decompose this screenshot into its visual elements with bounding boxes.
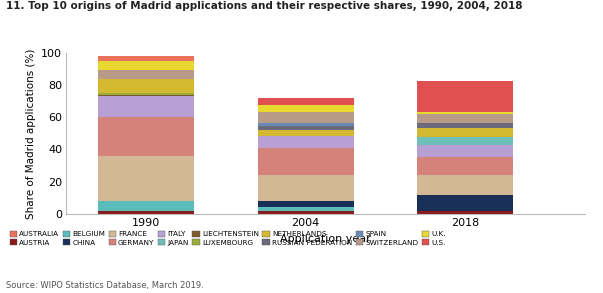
Bar	[258, 211, 353, 214]
Bar	[258, 175, 353, 201]
Bar	[417, 81, 513, 112]
Bar	[417, 128, 513, 137]
Bar	[258, 201, 353, 207]
Bar	[417, 112, 513, 114]
Bar	[98, 156, 194, 201]
Bar	[417, 114, 513, 123]
Bar	[98, 79, 194, 93]
Text: Source: WIPO Statistics Database, March 2019.: Source: WIPO Statistics Database, March …	[6, 281, 204, 290]
Bar	[98, 211, 194, 214]
Bar	[98, 96, 194, 117]
Bar	[98, 95, 194, 96]
Bar	[258, 123, 353, 126]
Bar	[98, 61, 194, 70]
Text: 11. Top 10 origins of Madrid applications and their respective shares, 1990, 200: 11. Top 10 origins of Madrid application…	[6, 1, 523, 11]
Bar	[417, 137, 513, 145]
Bar	[258, 207, 353, 211]
Bar	[258, 130, 353, 136]
Bar	[258, 105, 353, 112]
Bar	[258, 112, 353, 123]
Bar	[258, 148, 353, 175]
Bar	[417, 212, 513, 214]
Bar	[258, 136, 353, 148]
Bar	[258, 98, 353, 105]
Bar	[417, 123, 513, 128]
Bar	[98, 117, 194, 156]
Bar	[98, 70, 194, 79]
Bar	[417, 157, 513, 175]
Bar	[98, 201, 194, 211]
Bar	[98, 56, 194, 61]
X-axis label: Application year: Application year	[280, 234, 371, 243]
Bar	[417, 195, 513, 212]
Y-axis label: Share of Madrid applications (%): Share of Madrid applications (%)	[25, 48, 36, 219]
Bar	[417, 175, 513, 195]
Legend: AUSTRALIA, AUSTRIA, BELGIUM, CHINA, FRANCE, GERMANY, ITALY, JAPAN, LIECHTENSTEIN: AUSTRALIA, AUSTRIA, BELGIUM, CHINA, FRAN…	[10, 231, 446, 246]
Bar	[417, 145, 513, 157]
Bar	[98, 93, 194, 95]
Bar	[258, 126, 353, 130]
